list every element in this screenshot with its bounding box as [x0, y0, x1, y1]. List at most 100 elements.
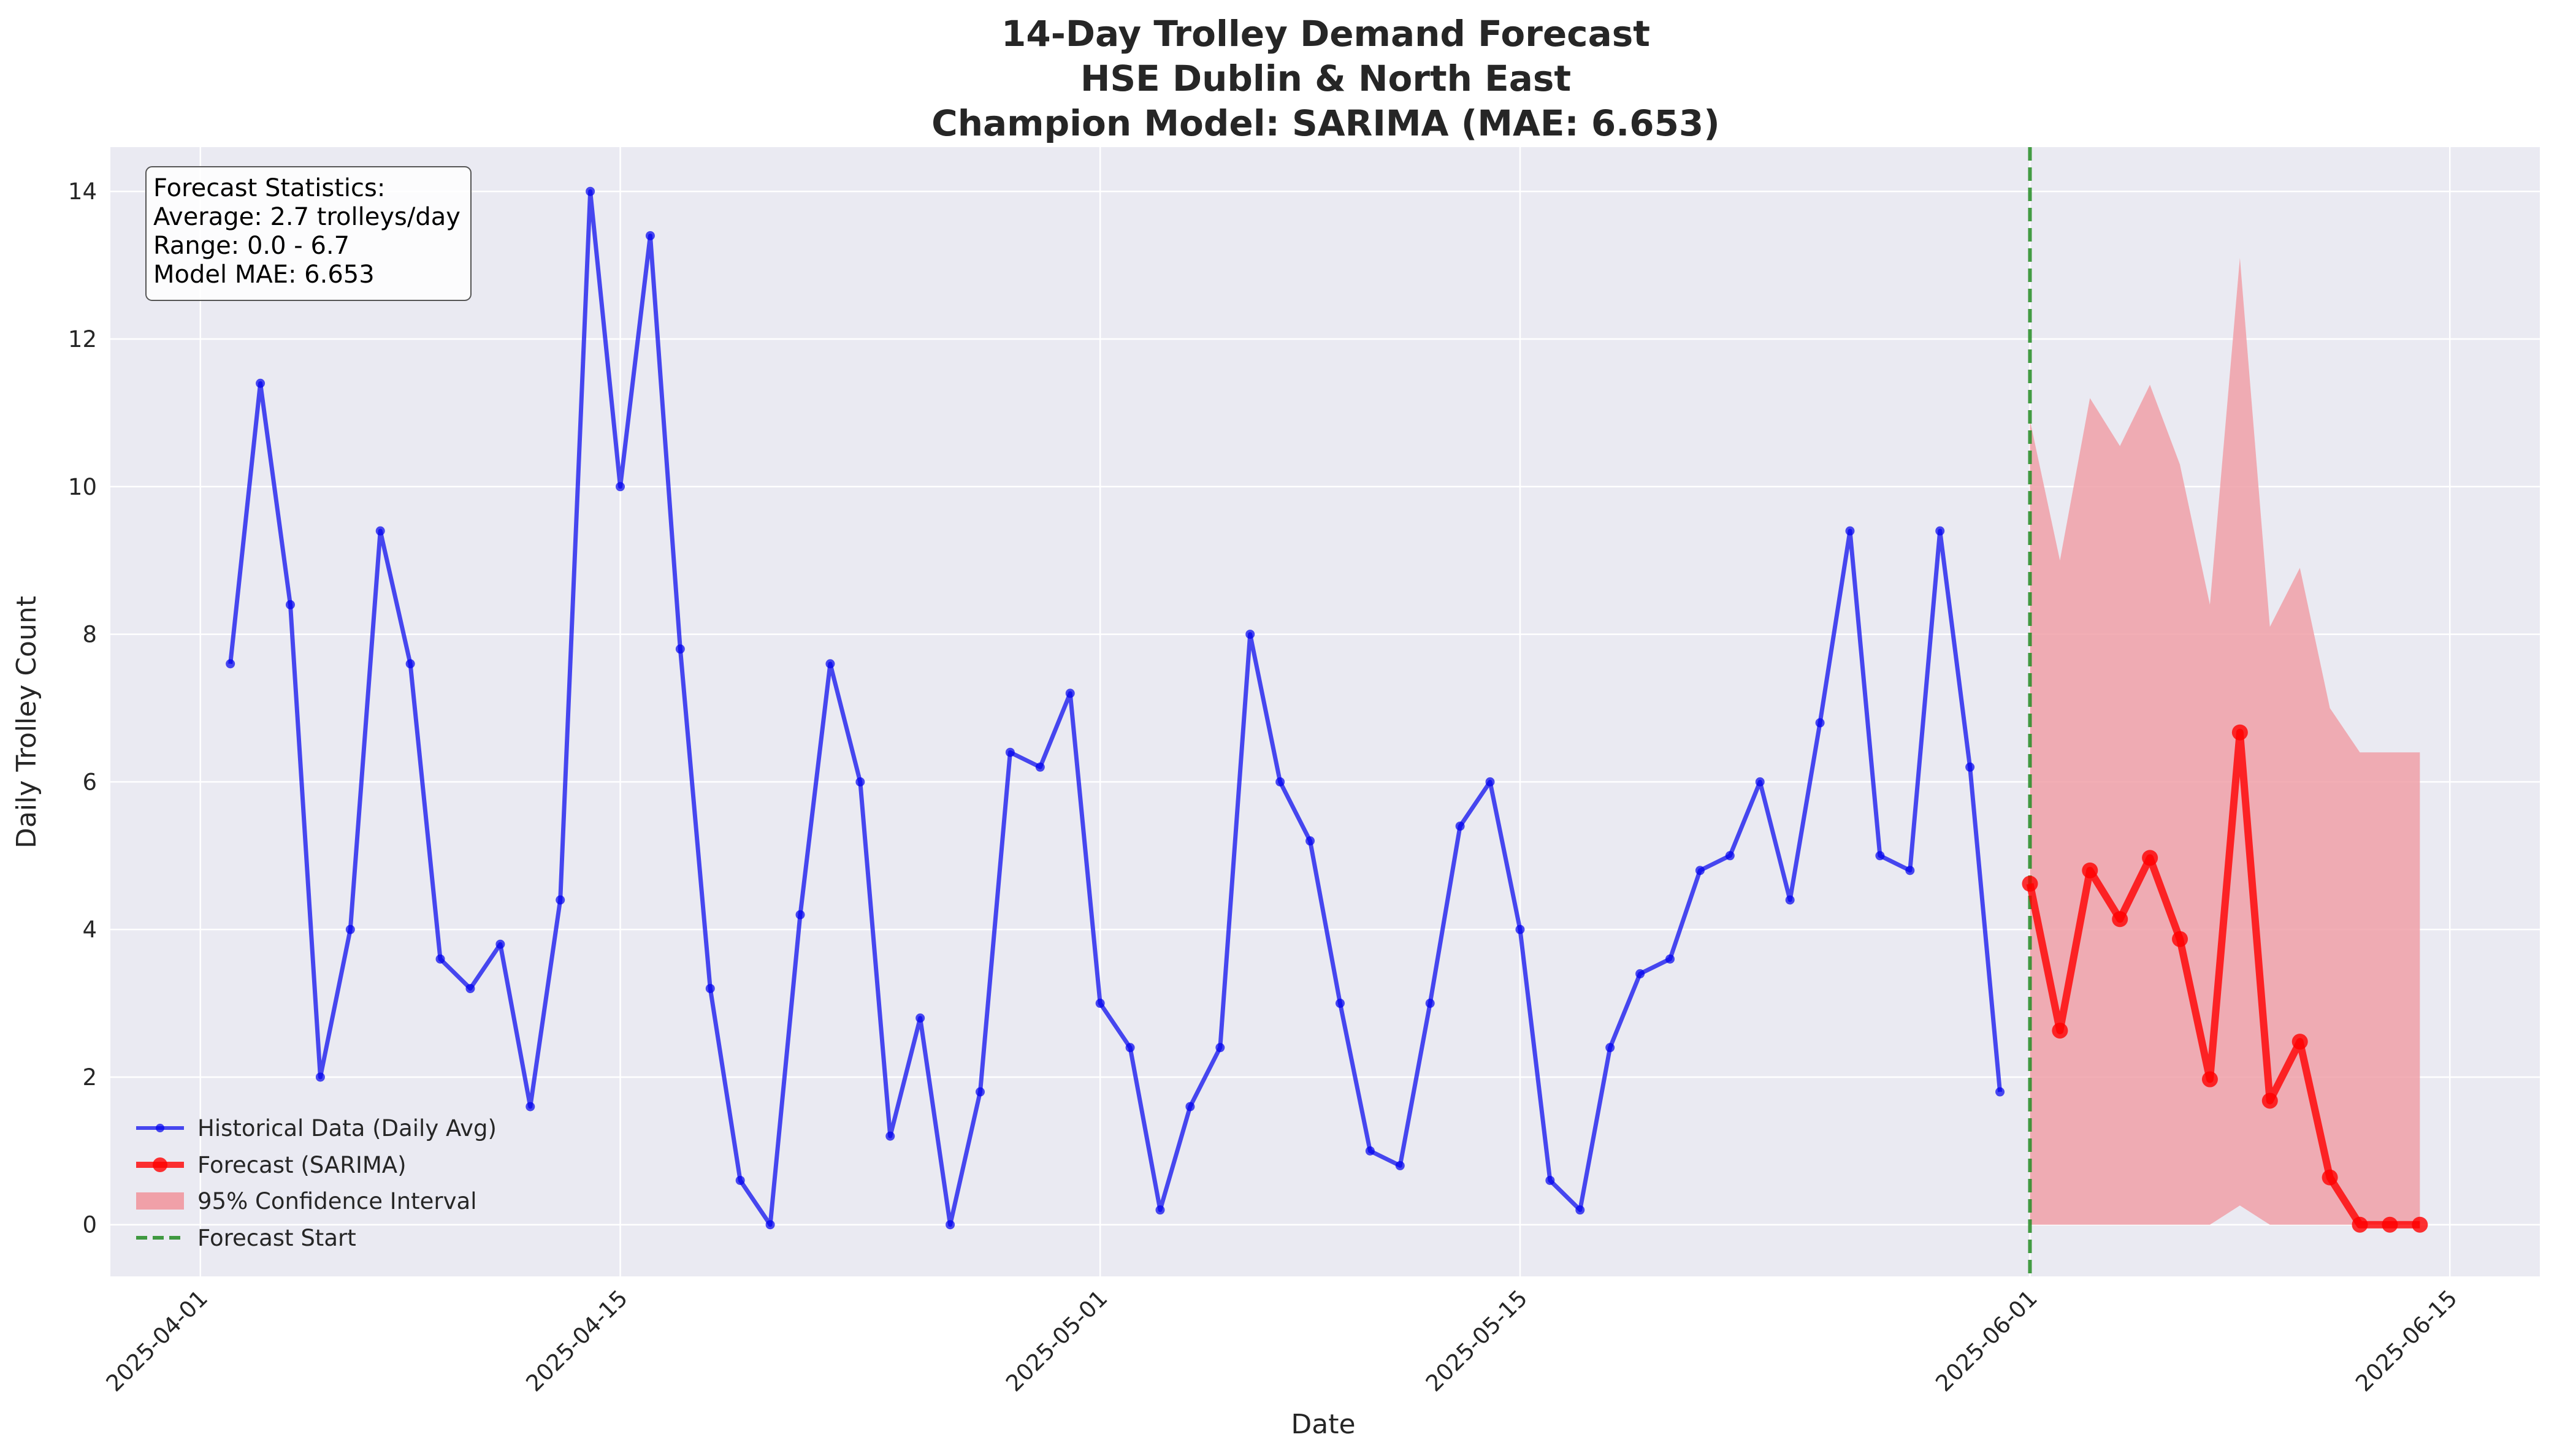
stats-box: Forecast Statistics: Average: 2.7 trolle… [145, 166, 472, 301]
y-tick-label: 8 [82, 622, 97, 648]
historical-point [1275, 777, 1285, 787]
historical-point [825, 659, 835, 669]
y-tick-label: 2 [82, 1064, 97, 1091]
forecast-point [2261, 1092, 2278, 1109]
historical-point [226, 659, 235, 669]
forecast-point [2112, 911, 2128, 928]
stats-line: Range: 0.0 - 6.7 [153, 232, 350, 260]
forecast-point [2052, 1023, 2068, 1039]
historical-point [285, 600, 295, 609]
legend-label-forecast: Forecast (SARIMA) [197, 1152, 407, 1178]
historical-point [586, 186, 595, 196]
historical-point [1395, 1161, 1405, 1170]
historical-point [765, 1220, 775, 1230]
historical-point [1005, 747, 1015, 757]
legend-label-confidence: 95% Confidence Interval [197, 1188, 477, 1214]
forecast-point [2352, 1216, 2368, 1233]
x-axis-label: Date [1291, 1409, 1355, 1440]
historical-point [1845, 526, 1855, 536]
x-tick-label: 2025-05-01 [1001, 1285, 1112, 1397]
legend-label-forecast-start: Forecast Start [197, 1225, 356, 1251]
historical-point [915, 1013, 925, 1023]
stats-line: Model MAE: 6.653 [153, 261, 375, 289]
forecast-point [2172, 931, 2188, 947]
historical-point [435, 954, 445, 964]
forecast-point [2201, 1071, 2218, 1088]
historical-point [975, 1087, 985, 1097]
chart-title-line-1: 14-Day Trolley Demand Forecast [1001, 13, 1650, 55]
legend-marker-historical [156, 1124, 164, 1132]
confidence-band [2030, 257, 2420, 1225]
forecast-point [2082, 862, 2098, 879]
forecast-line [2026, 728, 2420, 1229]
historical-point [495, 939, 505, 949]
historical-point [1755, 777, 1765, 787]
forecast-point [2142, 850, 2158, 866]
historical-point [1185, 1102, 1195, 1111]
historical-point [465, 983, 475, 993]
x-tick-label: 2025-04-15 [521, 1285, 632, 1397]
stats-line: Average: 2.7 trolleys/day [153, 203, 461, 231]
y-tick-label: 14 [68, 178, 97, 205]
historical-point [616, 482, 625, 492]
stats-line: Forecast Statistics: [153, 174, 385, 202]
historical-point [735, 1175, 745, 1185]
forecast-point [2291, 1034, 2308, 1050]
historical-point [1665, 954, 1675, 964]
historical-point [705, 983, 715, 993]
y-tick-label: 12 [68, 326, 97, 353]
historical-point [1095, 999, 1105, 1008]
historical-point [1425, 999, 1435, 1008]
historical-point [1305, 836, 1315, 846]
historical-series [226, 186, 2005, 1230]
historical-point [345, 924, 355, 934]
historical-point [855, 777, 865, 787]
forecast-point [2412, 1216, 2428, 1233]
forecast-series [2022, 724, 2428, 1233]
historical-point [1065, 688, 1075, 698]
historical-point [1875, 851, 1885, 861]
historical-point [556, 895, 565, 905]
chart-title-line-2: HSE Dublin & North East [1080, 58, 1571, 99]
historical-point [1995, 1087, 2005, 1097]
historical-point [1935, 526, 1945, 536]
legend-swatch-confidence [136, 1192, 184, 1210]
historical-point [1905, 866, 1915, 875]
x-axis-ticks: 2025-04-01 2025-04-15 2025-05-01 2025-05-15… [101, 1285, 2463, 1397]
x-tick-label: 2025-05-15 [1421, 1285, 1532, 1397]
forecast-point [2231, 724, 2248, 741]
historical-point [1965, 762, 1975, 772]
x-tick-label: 2025-04-01 [101, 1285, 213, 1397]
historical-point [1695, 866, 1705, 875]
historical-point [1335, 999, 1345, 1008]
historical-point [1455, 821, 1465, 831]
forecast-point [2382, 1216, 2398, 1233]
y-tick-label: 4 [82, 917, 97, 943]
historical-point [1215, 1043, 1225, 1053]
historical-point [1815, 718, 1825, 728]
historical-point [1785, 895, 1795, 905]
x-tick-label: 2025-06-01 [1930, 1285, 2042, 1397]
historical-point [1515, 924, 1525, 934]
historical-point [1635, 969, 1645, 978]
chart-title-line-3: Champion Model: SARIMA (MAE: 6.653) [931, 102, 1720, 144]
chart-title: 14-Day Trolley Demand Forecast HSE Dubli… [931, 13, 1720, 144]
historical-point [1245, 630, 1255, 639]
historical-point [405, 659, 415, 669]
historical-point [795, 910, 805, 920]
y-tick-label: 10 [68, 474, 97, 500]
historical-point [375, 526, 385, 536]
y-tick-label: 0 [82, 1212, 97, 1238]
historical-point [1035, 762, 1045, 772]
legend-marker-forecast [153, 1157, 167, 1172]
historical-point [1575, 1205, 1585, 1215]
historical-point [1125, 1043, 1135, 1053]
historical-point [1605, 1043, 1615, 1053]
historical-point [1485, 777, 1495, 787]
historical-point [256, 378, 266, 388]
x-tick-label: 2025-06-15 [2350, 1285, 2462, 1397]
historical-point [1365, 1146, 1375, 1156]
forecast-point [2322, 1169, 2338, 1186]
historical-point [946, 1220, 955, 1230]
